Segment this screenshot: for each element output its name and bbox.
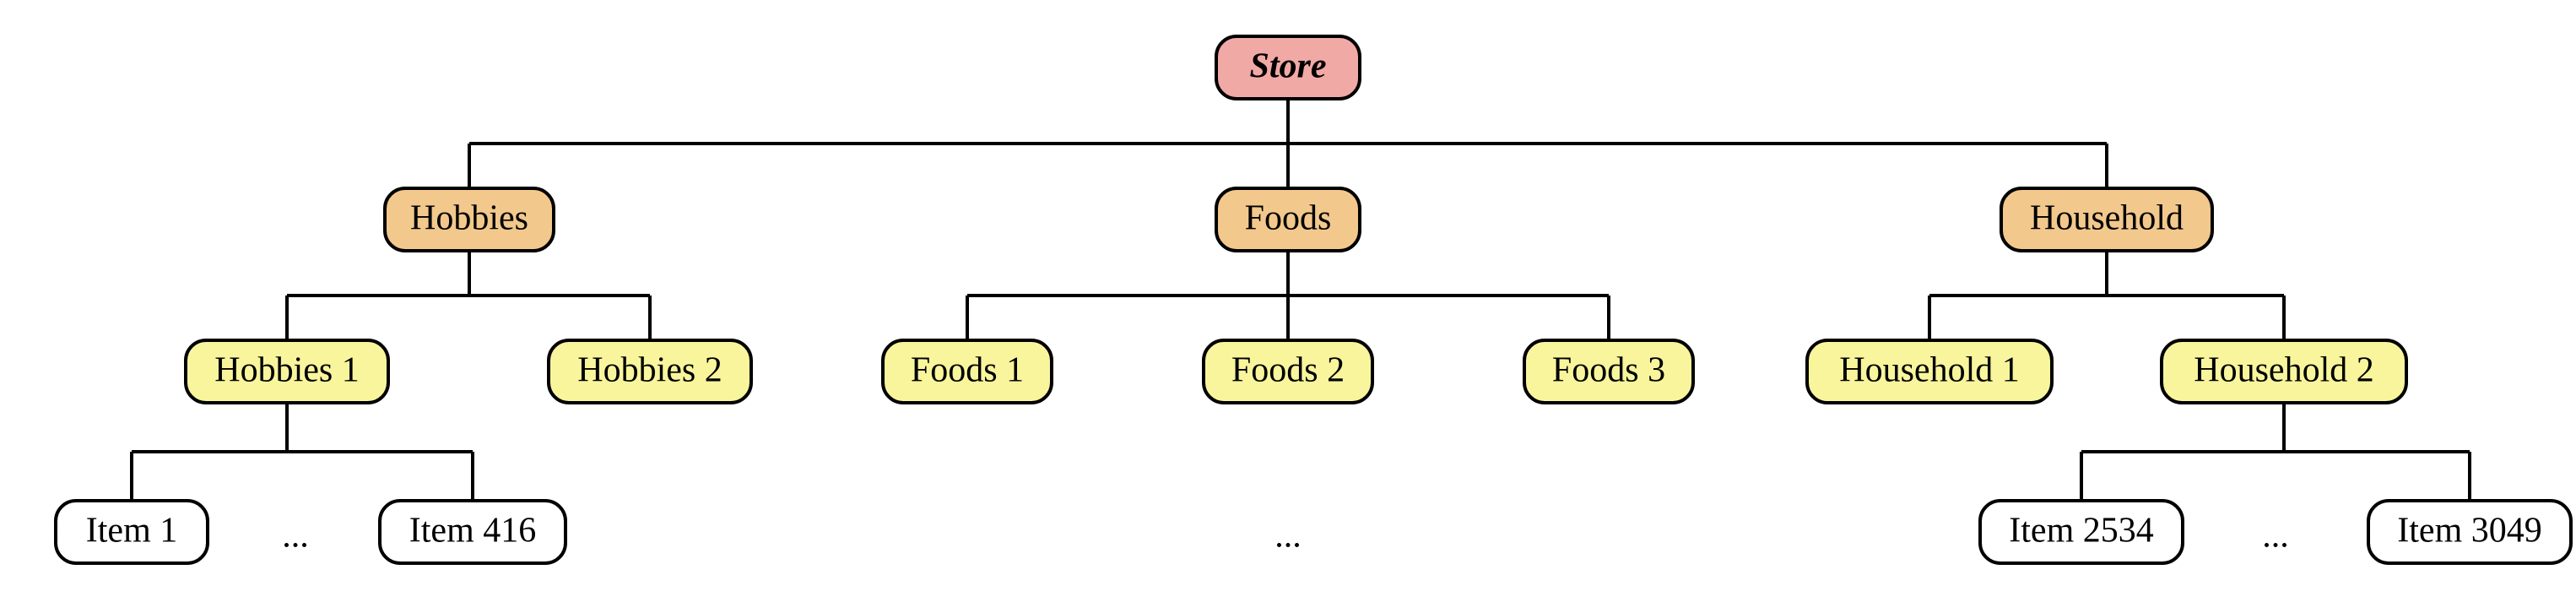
tree-node-store: Store <box>1216 36 1360 99</box>
tree-node-item416: Item 416 <box>380 501 566 563</box>
node-label: Hobbies <box>410 199 528 238</box>
node-label: Foods <box>1245 199 1332 238</box>
ellipsis: ... <box>2262 517 2289 556</box>
node-label: Household <box>2030 199 2184 238</box>
tree-node-item2534: Item 2534 <box>1980 501 2183 563</box>
node-label: Hobbies 1 <box>214 351 360 390</box>
node-label: Store <box>1249 47 1326 86</box>
node-label: Item 1 <box>86 512 177 551</box>
node-label: Household 1 <box>1839 351 2020 390</box>
tree-node-hh2: Household 2 <box>2162 340 2406 403</box>
node-label: Item 416 <box>409 512 536 551</box>
tree-node-hob1: Hobbies 1 <box>186 340 388 403</box>
node-label: Item 2534 <box>2009 512 2153 551</box>
node-label: Hobbies 2 <box>577 351 722 390</box>
edges-layer <box>132 99 2470 501</box>
node-label: Foods 2 <box>1231 351 1345 390</box>
tree-node-food1: Foods 1 <box>883 340 1052 403</box>
tree-node-item1: Item 1 <box>56 501 208 563</box>
tree-node-food2: Foods 2 <box>1204 340 1372 403</box>
node-label: Foods 3 <box>1552 351 1665 390</box>
node-label: Household 2 <box>2194 351 2374 390</box>
tree-node-hobbies: Hobbies <box>385 188 554 251</box>
node-label: Foods 1 <box>911 351 1024 390</box>
tree-node-foods: Foods <box>1216 188 1360 251</box>
tree-node-food3: Foods 3 <box>1524 340 1693 403</box>
tree-node-hob2: Hobbies 2 <box>549 340 751 403</box>
ellipsis: ... <box>1274 517 1302 556</box>
tree-node-item3049: Item 3049 <box>2368 501 2571 563</box>
node-label: Item 3049 <box>2397 512 2541 551</box>
tree-node-hh1: Household 1 <box>1807 340 2052 403</box>
hierarchy-tree-diagram: Store Hobbies Foods Household Hobbies 1 Hobbi… <box>0 0 2576 613</box>
nodes-layer: Store Hobbies Foods Household Hobbies 1 Hobbi… <box>56 36 2571 563</box>
tree-node-household: Household <box>2001 188 2212 251</box>
ellipsis: ... <box>282 517 309 556</box>
